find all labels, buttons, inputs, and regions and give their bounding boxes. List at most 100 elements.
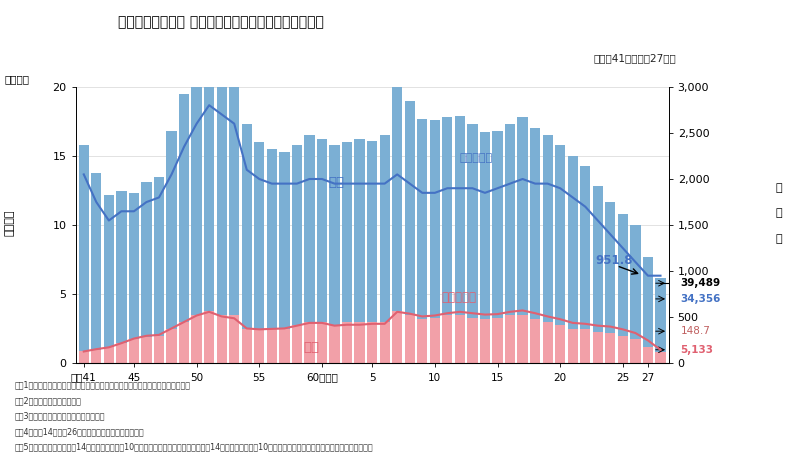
Bar [103,347,114,363]
Bar [555,145,565,325]
Text: 検挙人員: 検挙人員 [5,210,14,236]
Bar [417,119,427,319]
Bar [317,322,327,363]
Bar [467,124,478,318]
Bar [417,319,427,363]
Bar [342,322,352,363]
Bar [580,166,591,329]
Bar [79,351,89,363]
Bar [79,145,89,351]
Bar [505,124,515,315]
Text: 男子: 男子 [328,176,344,189]
Text: 比: 比 [775,234,782,244]
Text: 人: 人 [775,182,782,193]
Bar [142,182,151,337]
Bar [655,352,665,363]
Text: 口: 口 [775,208,782,219]
Bar [342,142,352,322]
Bar [103,195,114,347]
Bar [116,190,127,343]
Text: 5　「男子人口比」は，14歳以上の男子少年10万人当たりの，「女子人口比」は，14歳以上の女子少年10万人当たりの，それぞれ刑法犯検挙人員である。: 5 「男子人口比」は，14歳以上の男子少年10万人当たりの，「女子人口比」は，1… [14,443,373,452]
Bar [480,319,490,363]
Bar [267,149,277,329]
Text: 3-1-1-4図: 3-1-1-4図 [29,16,86,29]
Bar [367,141,377,322]
Bar [530,129,540,319]
Bar [443,315,452,363]
Bar [392,311,402,363]
Bar [330,145,340,325]
Bar [493,318,502,363]
Bar [455,116,465,315]
Bar [317,139,327,322]
Bar [166,131,177,329]
Bar [354,139,365,322]
Bar [555,325,565,363]
Bar [179,94,189,322]
Bar [568,156,578,329]
Bar [543,135,552,322]
Bar [493,131,502,318]
Bar [568,329,578,363]
Bar [630,225,641,339]
Bar [166,329,177,363]
Bar [92,173,101,350]
Bar [455,315,465,363]
Bar [242,329,252,363]
Bar [655,278,665,352]
Text: 3　触法少年の補導人員を含まない。: 3 触法少年の補導人員を含まない。 [14,412,105,421]
Bar [467,318,478,363]
Bar [618,214,628,336]
Text: 女子: 女子 [303,341,319,354]
Text: 女子人口比: 女子人口比 [441,291,476,304]
Bar [367,322,377,363]
Bar [505,315,515,363]
Bar [605,333,615,363]
Bar [404,101,415,315]
Bar [254,329,264,363]
Bar [605,202,615,333]
Bar [392,85,402,311]
Bar [217,315,227,363]
Bar [380,135,390,322]
Text: 5,133: 5,133 [681,345,713,355]
Bar [643,347,653,363]
Bar [142,337,151,363]
Bar [179,322,189,363]
Bar [116,343,127,363]
Bar [593,186,603,332]
Text: （昭和41年～平成27年）: （昭和41年～平成27年） [594,53,677,63]
Bar [380,322,390,363]
Text: （万人）: （万人） [5,74,29,84]
Bar [254,142,264,329]
Bar [204,37,214,311]
Text: 4　平成14年から26年は，危険運転致死傷を含む。: 4 平成14年から26年は，危険運転致死傷を含む。 [14,427,144,436]
Bar [154,177,164,336]
Bar [92,350,101,363]
Bar [430,318,440,363]
Bar [267,329,277,363]
Bar [517,117,528,315]
Bar [580,329,591,363]
Bar [154,336,164,363]
Text: 少年による刑法犯 検挙人員・人口比の推移（男女別）: 少年による刑法犯 検挙人員・人口比の推移（男女別） [118,15,324,29]
Bar [242,124,252,329]
Bar [443,117,452,315]
Bar [630,339,641,363]
Bar [404,315,415,363]
Bar [430,120,440,318]
Bar [304,135,314,322]
Bar [192,58,201,315]
Bar [480,132,490,319]
Bar [530,319,540,363]
Text: 2　犯行時の年齢による。: 2 犯行時の年齢による。 [14,396,81,405]
Bar [192,315,201,363]
Bar [217,48,227,315]
Text: 34,356: 34,356 [681,294,721,304]
Bar [229,315,240,363]
Text: 951.8: 951.8 [595,254,633,267]
Bar [129,339,139,363]
Bar [643,257,653,347]
Bar [593,332,603,363]
Bar [330,325,340,363]
